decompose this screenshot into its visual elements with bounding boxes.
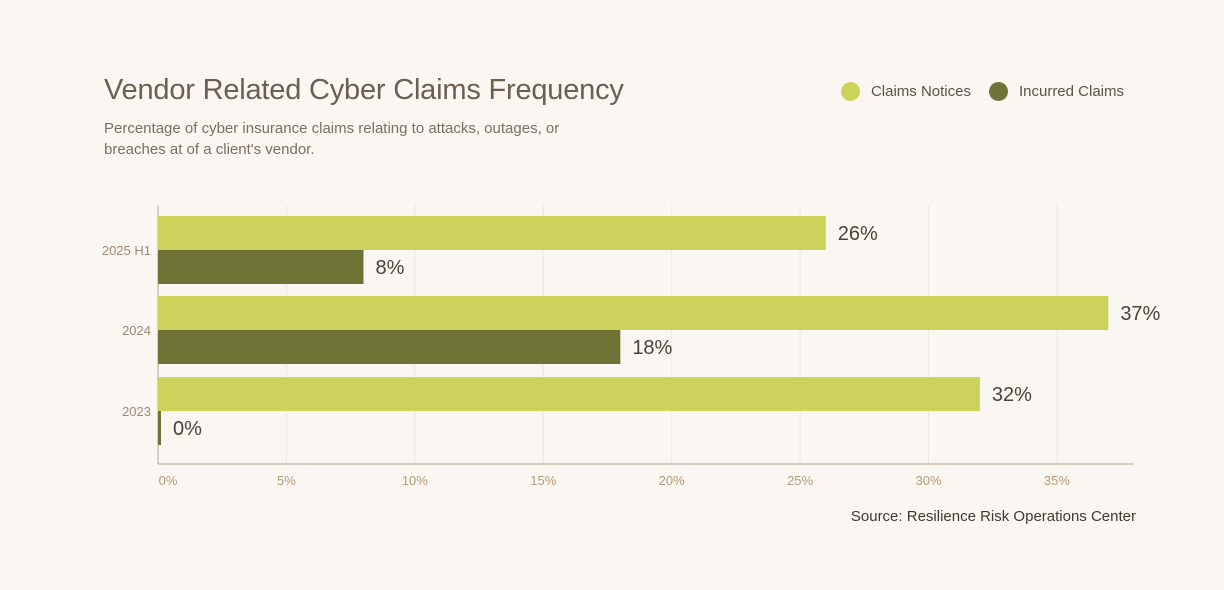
data-label-2-1: 0% (173, 418, 202, 440)
x-tick-label-0: 0% (159, 473, 178, 488)
legend-swatch-claims-notices (840, 82, 860, 101)
bar-2-1 (158, 411, 161, 445)
bar-0-0 (158, 216, 826, 250)
data-label-1-0: 37% (1120, 303, 1160, 325)
source-note: Source: Resilience Risk Operations Cente… (850, 508, 1136, 525)
x-tick-label-25: 25% (787, 473, 813, 488)
category-label-2: 2023 (122, 404, 151, 419)
x-tick-label-10: 10% (402, 473, 428, 488)
bar-0-1 (158, 250, 364, 284)
legend-label-incurred-claims: Incurred Claims (1018, 83, 1124, 100)
bar-2-0 (158, 377, 980, 411)
chart-legend: Claims Notices Incurred Claims (840, 82, 1124, 101)
data-label-1-1: 18% (632, 337, 672, 359)
category-label-0: 2025 H1 (102, 243, 151, 258)
legend-label-claims-notices: Claims Notices (870, 83, 971, 100)
chart-title: Vendor Related Cyber Claims Frequency (104, 74, 624, 106)
x-tick-label-5: 5% (277, 473, 296, 488)
x-tick-label-35: 35% (1044, 473, 1070, 488)
bar-1-1 (158, 330, 621, 364)
data-label-2-0: 32% (992, 384, 1032, 406)
legend-item-incurred-claims: Incurred Claims (988, 82, 1124, 101)
data-label-0-0: 26% (838, 223, 878, 245)
x-tick-label-15: 15% (530, 473, 556, 488)
data-label-0-1: 8% (375, 257, 404, 279)
legend-swatch-incurred-claims (988, 82, 1008, 101)
chart-subtitle: Percentage of cyber insurance claims rel… (104, 120, 560, 158)
bar-1-0 (158, 296, 1109, 330)
x-tick-label-20: 20% (659, 473, 685, 488)
legend-item-claims-notices: Claims Notices (840, 82, 971, 101)
category-label-1: 2024 (122, 323, 151, 338)
x-tick-label-30: 30% (916, 473, 942, 488)
